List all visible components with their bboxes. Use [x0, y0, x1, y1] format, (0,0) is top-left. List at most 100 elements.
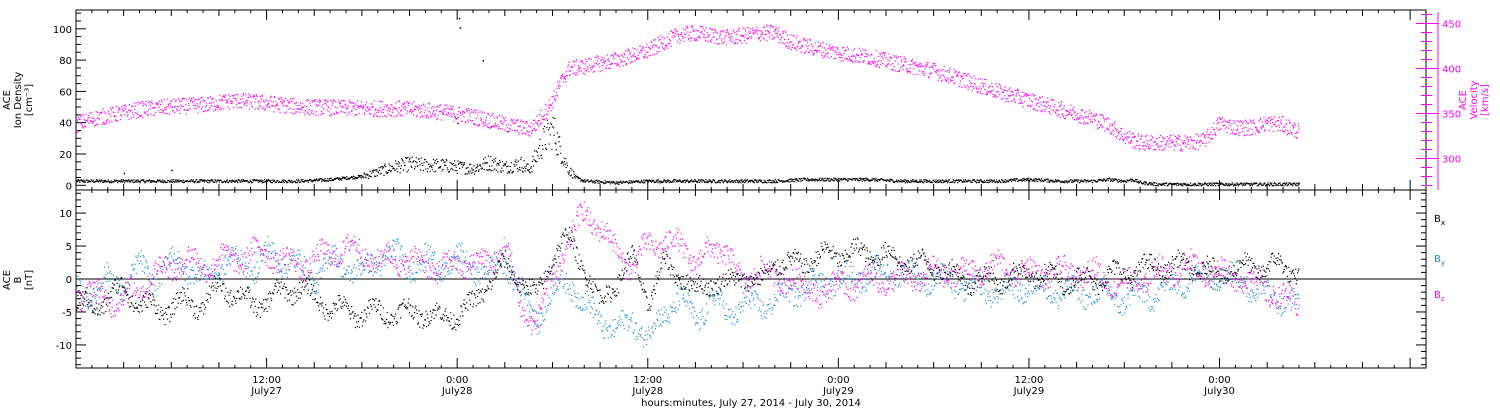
velocity-point — [374, 100, 375, 101]
velocity-point — [754, 33, 755, 34]
velocity-point — [896, 55, 897, 56]
velocity-point — [1058, 114, 1059, 115]
velocity-point — [774, 37, 775, 38]
density-point — [552, 126, 553, 127]
velocity-point — [1155, 149, 1156, 150]
velocity-point — [907, 73, 908, 74]
velocity-point — [879, 53, 880, 54]
density-point — [818, 180, 819, 181]
velocity-point — [180, 104, 181, 105]
velocity-point — [924, 73, 925, 74]
density-point — [1112, 181, 1113, 182]
velocity-point — [231, 103, 232, 104]
velocity-point — [1144, 141, 1145, 142]
density-point — [1022, 181, 1023, 182]
velocity-point — [403, 104, 404, 105]
density-point — [940, 180, 941, 181]
density-point — [755, 180, 756, 181]
velocity-point — [445, 104, 446, 105]
velocity-point — [250, 101, 251, 102]
density-point — [373, 171, 374, 172]
velocity-point — [1178, 135, 1179, 136]
velocity-point — [265, 109, 266, 110]
velocity-point — [368, 106, 369, 107]
velocity-point — [1014, 98, 1015, 99]
density-point — [990, 181, 991, 182]
density-point — [520, 170, 521, 171]
density-point — [1005, 182, 1006, 183]
velocity-point — [756, 30, 757, 31]
velocity-point — [1092, 122, 1093, 123]
density-point — [676, 181, 677, 182]
velocity-point — [534, 120, 535, 121]
density-point — [1123, 181, 1124, 182]
velocity-point — [208, 109, 209, 110]
velocity-point — [421, 105, 422, 106]
velocity-point — [1133, 136, 1134, 137]
density-point — [740, 179, 741, 180]
density-point — [224, 181, 225, 182]
density-point — [864, 178, 865, 179]
velocity-point — [353, 103, 354, 104]
density-point — [551, 124, 552, 125]
velocity-point — [520, 121, 521, 122]
velocity-point — [191, 100, 192, 101]
series-ion-density — [76, 18, 1300, 187]
velocity-point — [686, 28, 687, 29]
density-point — [520, 159, 521, 160]
velocity-point — [1182, 150, 1183, 151]
density-point — [572, 177, 573, 178]
velocity-point — [996, 97, 997, 98]
velocity-point — [421, 108, 422, 109]
velocity-point — [974, 75, 975, 76]
density-point — [665, 181, 666, 182]
density-point — [485, 157, 486, 158]
velocity-point — [1011, 101, 1012, 102]
density-point — [182, 182, 183, 183]
velocity-point — [931, 72, 932, 73]
velocity-point — [510, 128, 511, 129]
density-point — [1024, 180, 1025, 181]
velocity-point — [973, 88, 974, 89]
velocity-point — [1015, 90, 1016, 91]
velocity-point — [812, 46, 813, 47]
density-point — [493, 159, 494, 160]
velocity-point — [93, 118, 94, 119]
density-point — [659, 181, 660, 182]
density-point — [1164, 185, 1165, 186]
density-point — [965, 179, 966, 180]
density-point — [1267, 184, 1268, 185]
density-point — [555, 143, 556, 144]
velocity-point — [450, 105, 451, 106]
density-point — [1047, 181, 1048, 182]
density-point — [396, 168, 397, 169]
velocity-point — [115, 116, 116, 117]
density-point — [1070, 179, 1071, 180]
velocity-point — [847, 59, 848, 60]
velocity-point — [1021, 102, 1022, 103]
velocity-point — [97, 112, 98, 113]
velocity-point — [1129, 137, 1130, 138]
velocity-point — [316, 111, 317, 112]
density-point — [666, 182, 667, 183]
density-point — [949, 179, 950, 180]
density-point — [1267, 182, 1268, 183]
density-point — [573, 171, 574, 172]
velocity-point — [173, 99, 174, 100]
density-point — [590, 181, 591, 182]
velocity-point — [858, 55, 859, 56]
velocity-point — [864, 60, 865, 61]
density-point — [545, 144, 546, 145]
density-point — [171, 170, 173, 172]
density-point — [1095, 180, 1096, 181]
density-point — [543, 131, 544, 132]
velocity-point — [643, 56, 644, 57]
velocity-point — [1114, 126, 1115, 127]
velocity-point — [409, 102, 410, 103]
density-point — [761, 180, 762, 181]
density-point — [1231, 184, 1232, 185]
velocity-point — [1102, 126, 1103, 127]
density-point — [375, 176, 376, 177]
density-point — [515, 161, 516, 162]
density-point — [468, 171, 469, 172]
